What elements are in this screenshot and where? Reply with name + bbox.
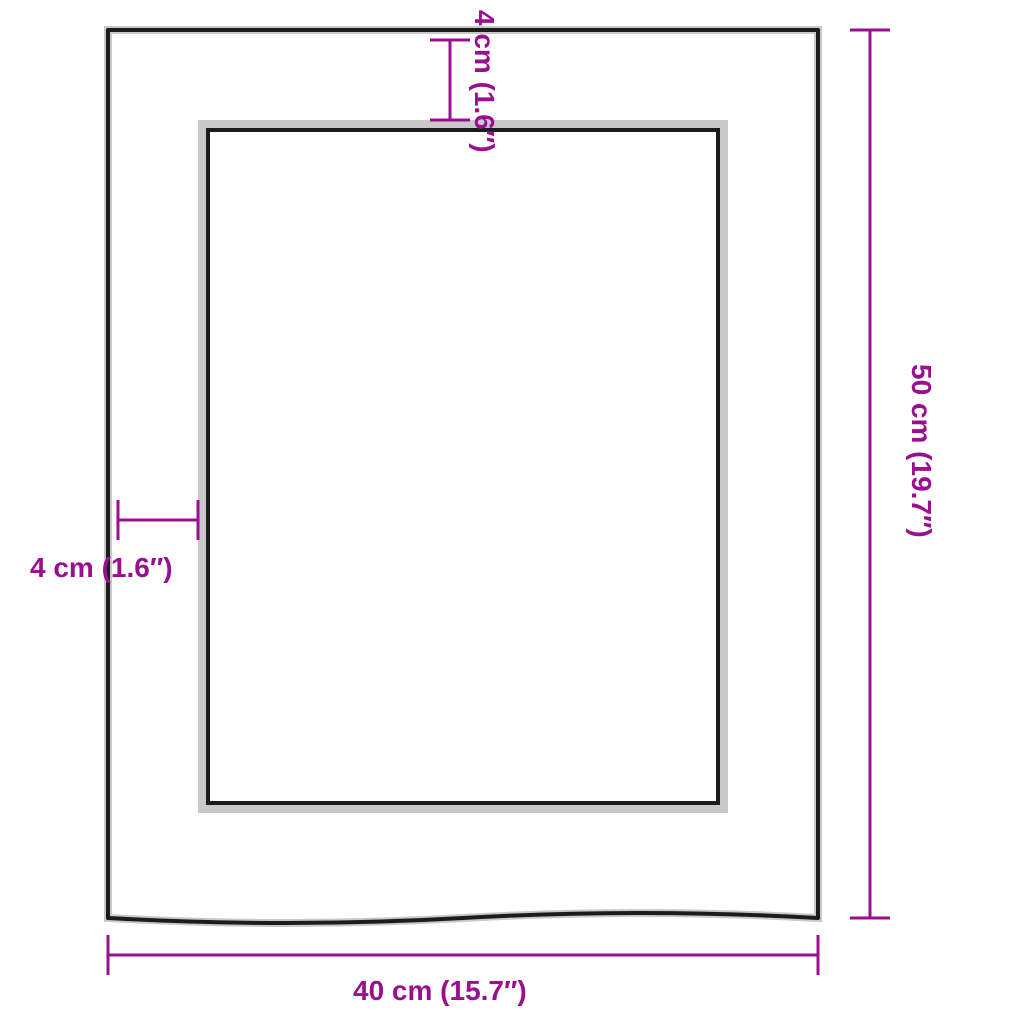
diagram-svg	[0, 0, 1024, 1024]
dimension-frame-left-label: 4 cm (1.6″)	[30, 552, 173, 584]
dimension-width-label: 40 cm (15.7″)	[353, 975, 527, 1007]
dimension-diagram: 40 cm (15.7″) 50 cm (19.7″) 4 cm (1.6″) …	[0, 0, 1024, 1024]
dimension-frame-top-label: 4 cm (1.6″)	[468, 10, 500, 153]
dimension-height-label: 50 cm (19.7″)	[905, 364, 937, 538]
